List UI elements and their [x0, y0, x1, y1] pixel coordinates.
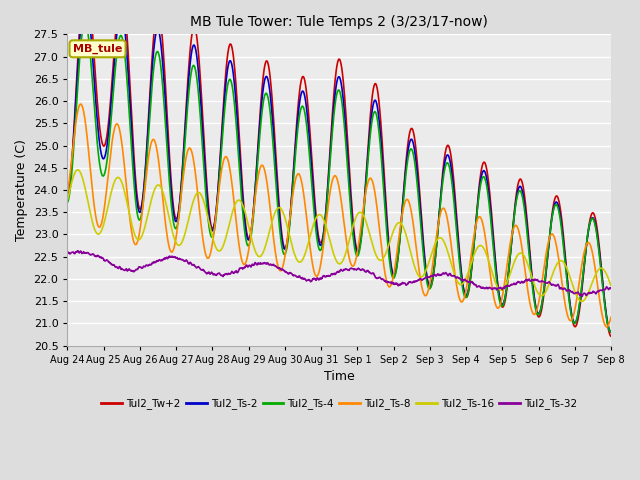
Y-axis label: Temperature (C): Temperature (C)	[15, 139, 28, 241]
Text: MB_tule: MB_tule	[73, 44, 122, 54]
X-axis label: Time: Time	[324, 370, 355, 383]
Title: MB Tule Tower: Tule Temps 2 (3/23/17-now): MB Tule Tower: Tule Temps 2 (3/23/17-now…	[190, 15, 488, 29]
Legend: Tul2_Tw+2, Tul2_Ts-2, Tul2_Ts-4, Tul2_Ts-8, Tul2_Ts-16, Tul2_Ts-32: Tul2_Tw+2, Tul2_Ts-2, Tul2_Ts-4, Tul2_Ts…	[97, 395, 582, 414]
